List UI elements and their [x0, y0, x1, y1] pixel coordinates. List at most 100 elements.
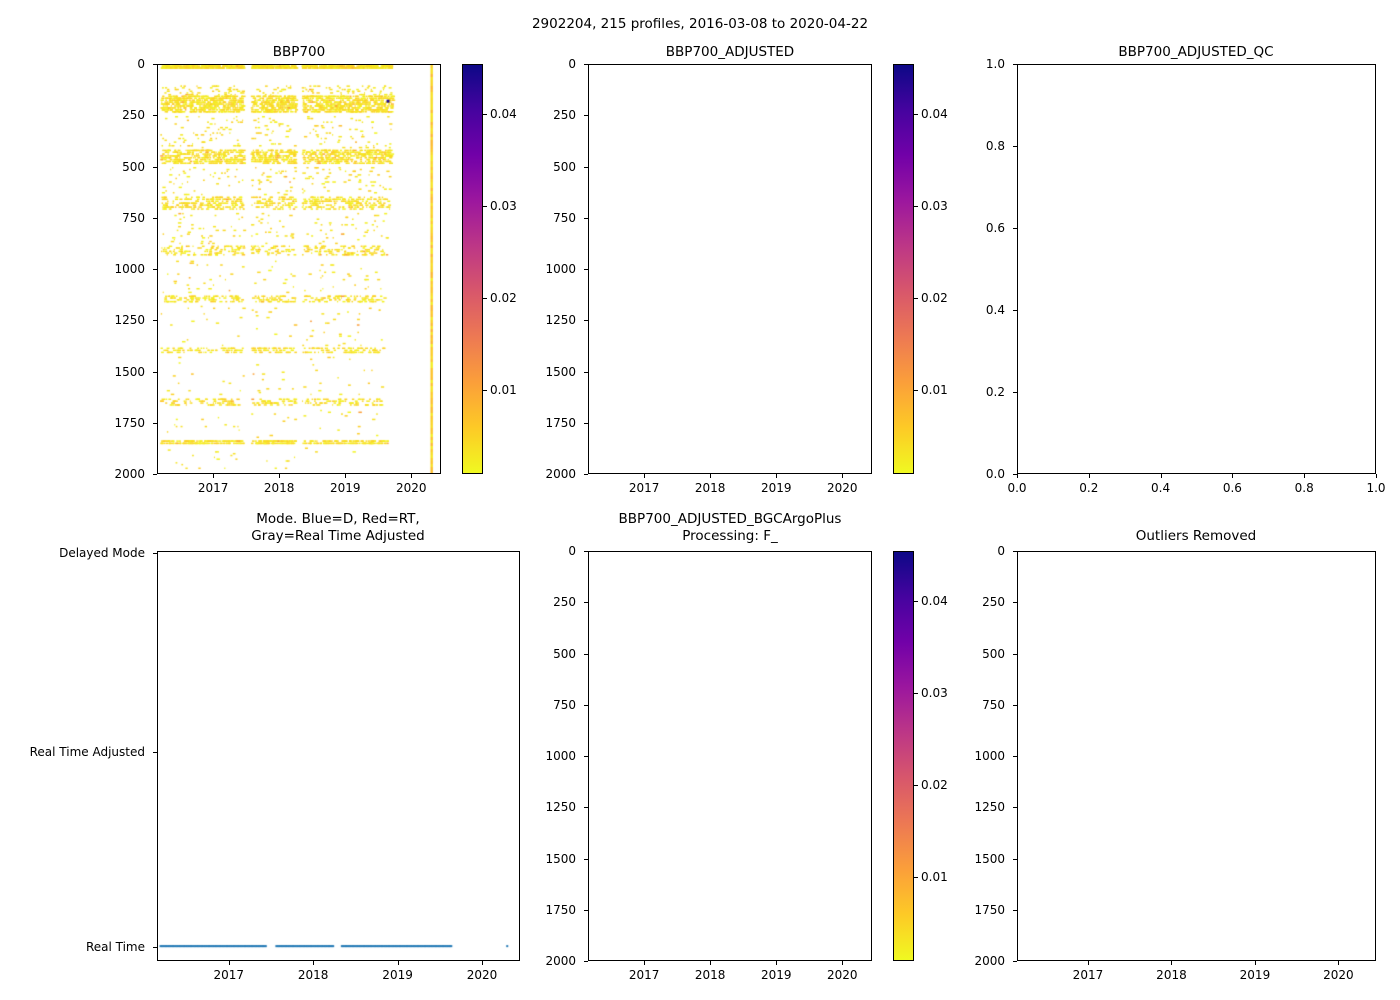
- x-tick-label: 2017: [213, 968, 245, 982]
- axes-outliers-removed: [1017, 551, 1376, 961]
- y-tick-mark: [584, 756, 588, 757]
- y-tick-label: 2000: [114, 467, 145, 481]
- x-tick-mark: [710, 961, 712, 965]
- y-tick-label: 1250: [545, 313, 576, 328]
- colorbar-tick-label: 0.01: [921, 869, 948, 884]
- y-tick-label: 0.0: [985, 467, 1005, 481]
- y-tick-label: 0.8: [985, 139, 1005, 153]
- x-tick-mark: [776, 961, 778, 965]
- x-tick-label: 2017: [628, 968, 660, 982]
- y-tick-mark: [1013, 704, 1017, 706]
- y-tick-mark: [1013, 807, 1017, 809]
- y-tick-label: 1000: [545, 262, 576, 276]
- x-tick-mark: [644, 961, 646, 965]
- colorbar-tick-label: 0.02: [490, 290, 517, 305]
- x-tick-label: 2019: [760, 481, 792, 495]
- y-tick-label: 1250: [114, 313, 145, 328]
- colorbar-tick-label: 0.04: [490, 107, 517, 122]
- x-tick-mark: [1017, 474, 1018, 478]
- y-tick-mark: [1013, 756, 1017, 757]
- y-tick-mark: [153, 320, 157, 322]
- x-tick-mark: [710, 474, 712, 478]
- y-tick-mark: [584, 269, 588, 270]
- x-tick-mark: [279, 474, 281, 478]
- y-tick-mark: [584, 858, 588, 860]
- y-tick-mark: [584, 807, 588, 809]
- y-tick-label: 2000: [545, 467, 576, 481]
- x-tick-mark: [1171, 961, 1173, 965]
- panel-title-bgcargoplus-line2: Processing: F_: [682, 528, 778, 544]
- y-tick-mark: [584, 474, 588, 475]
- y-tick-label: Delayed Mode: [59, 546, 145, 561]
- y-tick-label: 1250: [974, 800, 1005, 815]
- scatter-canvas-mode: [158, 552, 519, 960]
- x-tick-label: 2018: [694, 481, 726, 495]
- x-tick-mark: [1304, 474, 1306, 478]
- y-tick-mark: [584, 653, 588, 655]
- colorbar-tick-mark: [914, 389, 918, 391]
- panel-title-mode-line2: Gray=Real Time Adjusted: [251, 528, 425, 544]
- y-tick-label: 1750: [114, 415, 145, 430]
- x-tick-mark: [1376, 474, 1377, 478]
- panel-title-mode: Mode. Blue=D, Red=RT, Gray=Real Time Adj…: [251, 511, 424, 545]
- axes-bbp700-adjusted: [588, 64, 872, 474]
- x-tick-label: 1.0: [1366, 481, 1386, 495]
- colorbar-tick-mark: [914, 784, 918, 786]
- x-tick-label: 2017: [197, 481, 229, 495]
- x-tick-mark: [1087, 961, 1089, 965]
- y-tick-mark: [1013, 474, 1017, 475]
- axes-bgcargoplus: [588, 551, 872, 961]
- x-tick-label: 2020: [826, 968, 858, 982]
- y-tick-mark: [1013, 858, 1017, 860]
- colorbar-tick-label: 0.02: [921, 290, 948, 305]
- y-tick-mark: [1013, 909, 1017, 911]
- x-tick-label: 2019: [382, 968, 413, 982]
- y-tick-mark: [1013, 310, 1017, 311]
- y-tick-label: 0.4: [985, 303, 1005, 317]
- x-tick-label: 2018: [297, 968, 329, 982]
- panel-title-bbp700-adjusted-qc: BBP700_ADJUSTED_QC: [1118, 44, 1274, 60]
- y-tick-mark: [584, 166, 588, 168]
- colorbar: [462, 64, 483, 474]
- y-tick-label: 0: [137, 57, 145, 71]
- y-tick-mark: [153, 115, 157, 117]
- colorbar-tick-mark: [483, 114, 487, 116]
- y-tick-label: 0.6: [985, 221, 1005, 235]
- x-tick-mark: [411, 474, 413, 478]
- panel-title-bbp700: BBP700: [272, 44, 326, 60]
- y-tick-mark: [153, 371, 157, 373]
- y-tick-label: 0.2: [985, 385, 1005, 399]
- y-tick-label: Real Time Adjusted: [29, 744, 145, 759]
- x-tick-mark: [1088, 474, 1090, 478]
- y-tick-label: 0: [997, 544, 1005, 558]
- y-tick-label: 1000: [974, 749, 1005, 763]
- y-tick-label: 0: [568, 544, 576, 558]
- y-tick-mark: [584, 217, 588, 219]
- y-tick-mark: [1013, 146, 1017, 147]
- colorbar-tick-mark: [914, 693, 918, 695]
- x-tick-label: 2020: [395, 481, 427, 495]
- panel-title-mode-line1: Mode. Blue=D, Red=RT,: [256, 511, 420, 527]
- scatter-canvas-bbp700: [158, 65, 440, 473]
- x-tick-label: 2019: [760, 968, 792, 982]
- x-tick-mark: [228, 961, 230, 965]
- colorbar-tick-mark: [483, 389, 487, 391]
- y-tick-mark: [1013, 392, 1017, 393]
- x-tick-label: 2019: [1239, 968, 1271, 982]
- x-tick-label: 2017: [628, 481, 660, 495]
- y-tick-mark: [153, 751, 157, 753]
- y-tick-label: 2000: [974, 954, 1005, 968]
- y-tick-mark: [1013, 64, 1017, 65]
- y-tick-label: 1000: [114, 262, 145, 276]
- colorbar-tick-mark: [914, 601, 918, 603]
- y-tick-mark: [584, 320, 588, 322]
- y-tick-mark: [153, 166, 157, 168]
- y-tick-label: 500: [553, 646, 576, 661]
- y-tick-label: 250: [982, 595, 1005, 610]
- y-tick-mark: [153, 269, 157, 270]
- x-tick-mark: [397, 961, 399, 965]
- y-tick-mark: [584, 422, 588, 424]
- y-tick-mark: [584, 115, 588, 117]
- x-tick-mark: [213, 474, 215, 478]
